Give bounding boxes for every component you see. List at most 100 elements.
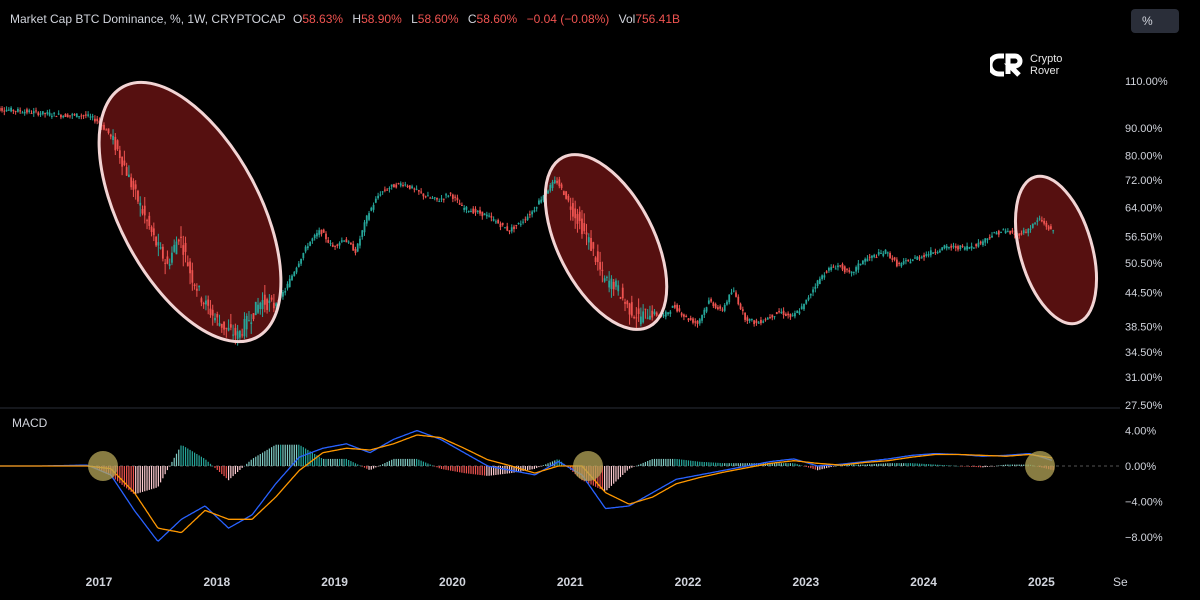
percent-scale-button[interactable]: % — [1131, 9, 1179, 33]
macd-histogram-bar — [918, 463, 921, 466]
macd-histogram-bar — [302, 447, 304, 466]
candle-body — [592, 242, 595, 249]
candle-body — [519, 223, 522, 225]
high-label: H — [352, 12, 362, 26]
macd-histogram-bar — [558, 459, 560, 466]
macd-histogram-bar — [903, 463, 905, 466]
price-axis-label: 90.00% — [1125, 123, 1163, 135]
macd-histogram-bar — [744, 463, 746, 466]
macd-histogram-bar — [866, 464, 869, 466]
highlight-ellipse-fill-3 — [1015, 176, 1097, 324]
candle-body — [3, 110, 6, 112]
macd-histogram-bar — [504, 466, 506, 474]
candle-body — [814, 286, 817, 289]
macd-histogram-bar — [248, 461, 250, 466]
candle-body — [356, 243, 359, 252]
candle-body — [581, 218, 583, 235]
candle-body — [1029, 228, 1032, 230]
macd-histogram-bar — [527, 466, 529, 471]
candle-body — [306, 246, 309, 249]
candle-body — [941, 247, 944, 251]
candle-body — [587, 237, 590, 243]
candle-body — [427, 195, 429, 197]
macd-histogram-bar — [746, 463, 748, 466]
macd-histogram-bar — [327, 458, 329, 466]
macd-histogram-bar — [153, 466, 155, 489]
candle-body — [386, 189, 389, 191]
candle-body — [504, 227, 506, 229]
candle-body — [225, 327, 228, 329]
candle-body — [977, 242, 980, 247]
candle-body — [857, 263, 860, 270]
candle-body — [902, 261, 905, 264]
candle-body — [728, 294, 731, 303]
candle-body — [898, 263, 901, 265]
macd-histogram-bar — [363, 466, 366, 468]
macd-histogram-bar — [939, 464, 941, 466]
macd-histogram-bar — [334, 458, 336, 466]
candle-body — [365, 215, 368, 224]
candle-body — [608, 280, 611, 288]
candle-body — [134, 184, 137, 189]
candle-body — [227, 327, 230, 331]
macd-histogram-bar — [542, 465, 545, 466]
candle-body — [408, 185, 411, 189]
candle-body — [261, 300, 264, 310]
candle-body — [1031, 223, 1034, 228]
macd-histogram-bar — [767, 463, 769, 466]
candle-body — [440, 198, 443, 200]
macd-histogram-bar — [735, 463, 737, 466]
candle-body — [159, 247, 162, 249]
macd-histogram-bar — [311, 452, 313, 466]
macd-histogram-bar — [882, 463, 884, 466]
signal-line — [0, 434, 1053, 534]
macd-histogram-bar — [486, 466, 488, 476]
candle-body — [748, 318, 751, 321]
macd-histogram-bar — [386, 461, 388, 466]
macd-histogram-bar — [816, 466, 819, 471]
candle-body — [560, 184, 563, 188]
candle-body — [191, 270, 194, 283]
macd-histogram-bar — [810, 466, 812, 469]
candle-body — [395, 184, 398, 188]
macd-histogram-bar — [787, 463, 789, 466]
macd-histogram-bar — [712, 462, 714, 466]
macd-histogram-bar — [130, 466, 132, 492]
candle-body — [617, 285, 620, 292]
candle-body — [177, 239, 180, 242]
candle-body — [943, 245, 946, 249]
candle-body — [458, 203, 461, 205]
candle-body — [109, 134, 112, 137]
macd-histogram-bar — [191, 451, 193, 466]
macd-histogram-bar — [422, 461, 425, 466]
macd-histogram-bar — [218, 466, 221, 473]
candle-body — [438, 200, 441, 202]
macd-histogram-bar — [282, 444, 284, 466]
macd-histogram-bar — [452, 466, 454, 472]
macd-histogram-bar — [814, 466, 816, 470]
candle-body — [1004, 230, 1007, 234]
macd-histogram-bar — [495, 466, 497, 475]
candle-body — [479, 210, 481, 214]
macd-histogram-bar — [610, 466, 613, 486]
macd-histogram-bar — [212, 465, 214, 467]
candle-body — [0, 107, 1, 111]
macd-histogram-bar — [930, 464, 932, 466]
macd-histogram-bar — [912, 463, 914, 466]
candle-body — [84, 114, 87, 116]
candle-body — [1022, 230, 1025, 234]
candle-body — [411, 186, 413, 189]
macd-histogram-bar — [789, 463, 791, 466]
macd-histogram-bar — [187, 448, 189, 466]
candle-body — [528, 214, 531, 216]
macd-histogram-bar — [948, 465, 950, 466]
candle-body — [148, 215, 151, 226]
price-axis-label: 44.50% — [1125, 288, 1163, 300]
macd-histogram-bar — [758, 463, 760, 466]
candle-body — [390, 184, 393, 187]
macd-histogram-bar — [964, 466, 966, 467]
macd-histogram-bar — [778, 463, 780, 466]
candle-body — [89, 116, 92, 118]
candle-body — [465, 206, 468, 210]
